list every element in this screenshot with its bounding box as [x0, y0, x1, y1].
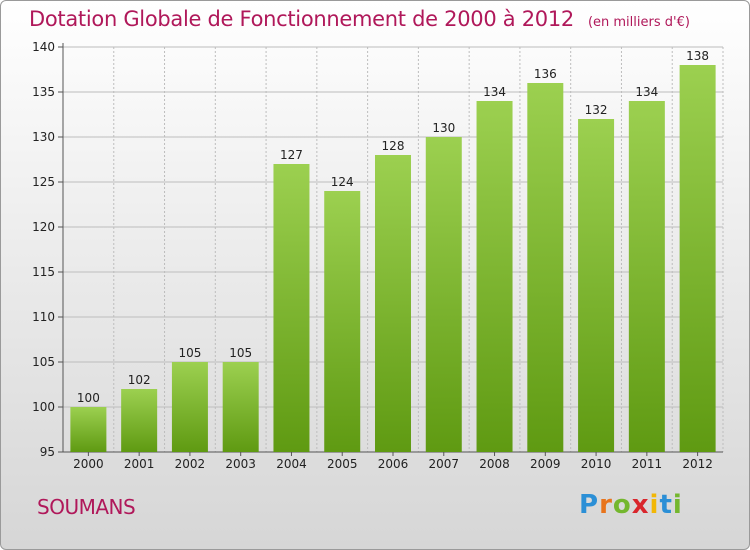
- x-tick-label-2005: 2005: [327, 457, 358, 471]
- y-tick-label: 100: [32, 400, 55, 414]
- commune-name: SOUMANS: [37, 495, 136, 519]
- bar-2005[interactable]: [324, 191, 361, 452]
- bar-layer: [70, 65, 716, 452]
- value-label-2002: 105: [178, 346, 201, 360]
- chart-title-text: Dotation Globale de Fonctionnement de 20…: [29, 7, 574, 31]
- x-tick-label-2001: 2001: [124, 457, 155, 471]
- bar-2011[interactable]: [628, 101, 665, 452]
- y-tick-label: 95: [40, 445, 55, 459]
- y-tick-label: 105: [32, 355, 55, 369]
- value-label-2012: 138: [686, 49, 709, 63]
- bar-2010[interactable]: [578, 119, 615, 452]
- bar-2003[interactable]: [222, 362, 259, 452]
- logo-letter: t: [659, 490, 673, 520]
- x-tick-label-2011: 2011: [632, 457, 663, 471]
- bar-2007[interactable]: [425, 137, 462, 452]
- bar-2008[interactable]: [476, 101, 513, 452]
- chart-title: Dotation Globale de Fonctionnement de 20…: [29, 7, 690, 31]
- y-tick-label: 125: [32, 175, 55, 189]
- logo-letter: i: [649, 490, 660, 520]
- y-tick-label: 135: [32, 85, 55, 99]
- x-tick-label-2004: 2004: [276, 457, 307, 471]
- bar-2006[interactable]: [375, 155, 411, 452]
- value-label-2004: 127: [280, 148, 303, 162]
- bar-2009[interactable]: [527, 83, 564, 452]
- bar-2004[interactable]: [273, 164, 310, 452]
- x-tick-label-2009: 2009: [530, 457, 561, 471]
- bar-2002[interactable]: [171, 362, 208, 452]
- value-label-2000: 100: [77, 391, 100, 405]
- bar-2012[interactable]: [679, 65, 716, 452]
- x-tick-label-2002: 2002: [175, 457, 206, 471]
- logo-letter: P: [579, 490, 600, 520]
- logo-letter: r: [599, 490, 613, 520]
- x-tick-label-2010: 2010: [581, 457, 612, 471]
- label-layer: 100 2000 102 2001 105 2002 105 2003 127 2004 124 20…: [73, 49, 713, 471]
- value-label-2006: 128: [382, 139, 405, 153]
- x-tick-label-2008: 2008: [479, 457, 510, 471]
- value-label-2008: 134: [483, 85, 506, 99]
- value-label-2011: 134: [635, 85, 658, 99]
- x-tick-label-2000: 2000: [73, 457, 104, 471]
- x-tick-label-2006: 2006: [378, 457, 409, 471]
- bar-2001[interactable]: [121, 389, 158, 452]
- value-label-2005: 124: [331, 175, 354, 189]
- value-label-2007: 130: [432, 121, 455, 135]
- bar-2000[interactable]: [70, 407, 107, 452]
- x-tick-label-2003: 2003: [225, 457, 256, 471]
- proxiti-logo[interactable]: Proxiti: [579, 490, 683, 520]
- x-tick-label-2012: 2012: [682, 457, 713, 471]
- y-tick-label: 140: [32, 40, 55, 54]
- value-label-2001: 102: [128, 373, 151, 387]
- y-tick-label: 110: [32, 310, 55, 324]
- logo-letter: i: [672, 490, 683, 520]
- value-label-2009: 136: [534, 67, 557, 81]
- value-label-2003: 105: [229, 346, 252, 360]
- x-tick-label-2007: 2007: [428, 457, 459, 471]
- value-label-2010: 132: [585, 103, 608, 117]
- logo-letter: x: [631, 490, 650, 520]
- y-tick-label: 120: [32, 220, 55, 234]
- y-tick-label: 130: [32, 130, 55, 144]
- y-tick-label: 115: [32, 265, 55, 279]
- logo-letter: o: [612, 490, 632, 520]
- chart-subtitle: (en milliers d'€): [587, 15, 690, 30]
